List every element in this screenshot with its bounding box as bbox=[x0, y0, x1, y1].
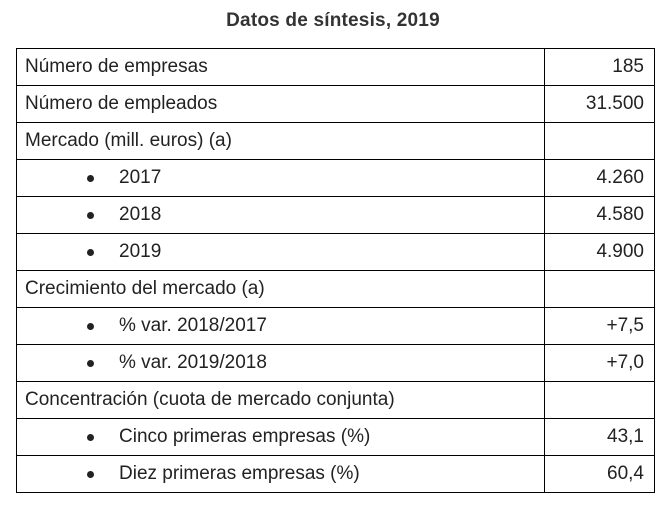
table-row: 2018 4.580 bbox=[16, 196, 655, 234]
table-row: % var. 2019/2018 +7,0 bbox=[16, 344, 655, 382]
bullet-icon bbox=[87, 360, 94, 367]
bullet-row: Diez primeras empresas (%) bbox=[16, 455, 545, 493]
table-row: Concentración (cuota de mercado conjunta… bbox=[16, 381, 655, 419]
row-value: +7,0 bbox=[544, 344, 655, 382]
bullet-icon bbox=[87, 471, 94, 478]
table-row: % var. 2018/2017 +7,5 bbox=[16, 307, 655, 345]
table-row: Número de empleados 31.500 bbox=[16, 85, 655, 123]
bullet-row: Cinco primeras empresas (%) bbox=[16, 418, 545, 456]
row-label: 2019 bbox=[119, 241, 162, 262]
row-value: 4.900 bbox=[544, 233, 655, 271]
row-label: % var. 2019/2018 bbox=[119, 352, 267, 373]
bullet-row: 2019 bbox=[16, 233, 545, 271]
row-label: 2017 bbox=[119, 167, 162, 188]
row-value bbox=[544, 270, 655, 308]
bullet-row: 2018 bbox=[16, 196, 545, 234]
table-row: Cinco primeras empresas (%) 43,1 bbox=[16, 418, 655, 456]
row-value: 4.580 bbox=[544, 196, 655, 234]
table-title: Datos de síntesis, 2019 bbox=[226, 10, 440, 31]
bullet-row: 2017 bbox=[16, 159, 545, 197]
row-value bbox=[544, 381, 655, 419]
table-row: 2017 4.260 bbox=[16, 159, 655, 197]
table-row: Número de empresas 185 bbox=[16, 48, 655, 86]
bullet-icon bbox=[87, 212, 94, 219]
row-label: Diez primeras empresas (%) bbox=[119, 463, 360, 484]
row-label: Número de empleados bbox=[16, 85, 545, 123]
bullet-row: % var. 2019/2018 bbox=[16, 344, 545, 382]
row-label: 2018 bbox=[119, 204, 162, 225]
row-value: 60,4 bbox=[544, 455, 655, 493]
bullet-row: % var. 2018/2017 bbox=[16, 307, 545, 345]
row-value: 43,1 bbox=[544, 418, 655, 456]
bullet-icon bbox=[87, 323, 94, 330]
table-row: Crecimiento del mercado (a) bbox=[16, 270, 655, 308]
table-row: 2019 4.900 bbox=[16, 233, 655, 271]
bullet-icon bbox=[87, 249, 94, 256]
table-row: Mercado (mill. euros) (a) bbox=[16, 122, 655, 160]
row-value: +7,5 bbox=[544, 307, 655, 345]
section-label: Crecimiento del mercado (a) bbox=[16, 270, 545, 308]
row-value: 31.500 bbox=[544, 85, 655, 123]
summary-table: Número de empresas 185 Número de emplead… bbox=[16, 48, 655, 493]
bullet-icon bbox=[87, 434, 94, 441]
table-row: Diez primeras empresas (%) 60,4 bbox=[16, 455, 655, 493]
row-label: % var. 2018/2017 bbox=[119, 315, 267, 336]
section-label: Concentración (cuota de mercado conjunta… bbox=[16, 381, 545, 419]
row-value: 4.260 bbox=[544, 159, 655, 197]
row-value: 185 bbox=[544, 48, 655, 86]
section-label: Mercado (mill. euros) (a) bbox=[16, 122, 545, 160]
row-label: Número de empresas bbox=[16, 48, 545, 86]
row-label: Cinco primeras empresas (%) bbox=[119, 426, 371, 447]
row-value bbox=[544, 122, 655, 160]
bullet-icon bbox=[87, 175, 94, 182]
